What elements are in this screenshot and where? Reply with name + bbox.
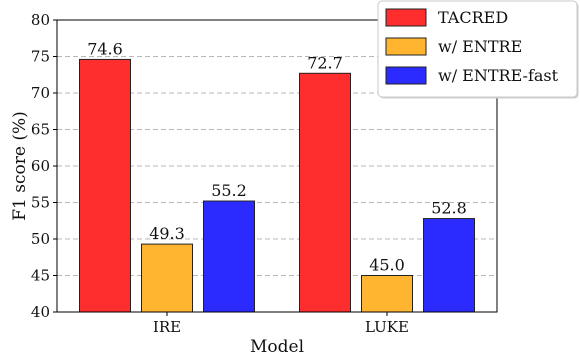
legend-swatch: [385, 8, 427, 27]
legend-label: w/ ENTRE: [438, 37, 522, 56]
y-tick-label: 75: [31, 48, 50, 66]
bar: [141, 243, 193, 313]
legend-swatch: [385, 66, 427, 85]
bar: [79, 58, 131, 313]
y-tick-label: 80: [31, 11, 50, 29]
x-axis-ticks: IRE LUKE: [153, 312, 409, 336]
x-axis-title: Model: [250, 337, 304, 356]
bar: [203, 200, 255, 313]
y-axis-ticks: 40 45 50 55 60 65 70 75 80: [31, 11, 57, 321]
data-label: 72.7: [307, 53, 343, 72]
x-tick-label: IRE: [153, 318, 181, 336]
x-tick-label: LUKE: [365, 318, 409, 336]
y-tick-label: 70: [31, 84, 50, 102]
data-label: 52.8: [431, 199, 467, 218]
data-labels: 74.6 49.3 55.2 72.7 45.0 52.8: [87, 39, 467, 274]
data-label: 45.0: [369, 256, 405, 275]
bar: [361, 275, 413, 313]
bar: [299, 72, 351, 313]
y-axis-title: F1 score (%): [10, 111, 30, 221]
y-tick-label: 60: [31, 157, 50, 175]
data-label: 74.6: [87, 39, 123, 58]
data-label: 49.3: [149, 224, 185, 243]
legend: TACRED w/ ENTRE w/ ENTRE-fast: [377, 0, 579, 99]
y-tick-label: 50: [31, 230, 50, 248]
legend-swatch: [385, 37, 427, 56]
legend-label: w/ ENTRE-fast: [438, 66, 559, 85]
y-tick-label: 40: [31, 303, 50, 321]
y-tick-label: 45: [31, 267, 50, 285]
bar: [423, 218, 475, 313]
legend-label: TACRED: [438, 8, 508, 27]
legend-box: [377, 0, 578, 98]
y-tick-label: 65: [31, 121, 50, 139]
bars: [79, 58, 475, 313]
y-tick-label: 55: [31, 194, 50, 212]
data-label: 55.2: [211, 181, 247, 200]
